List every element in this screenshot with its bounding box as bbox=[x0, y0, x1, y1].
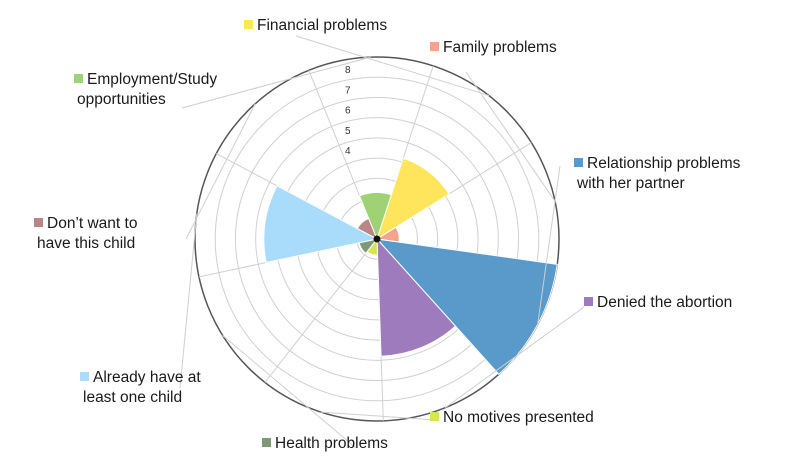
category-label: Already have at least one child bbox=[83, 369, 201, 406]
sector-layer bbox=[263, 157, 558, 375]
label-layer: Financial problems Family problems Relatio… bbox=[34, 17, 741, 452]
category-label-line: have this child bbox=[37, 235, 135, 252]
leader-line bbox=[444, 306, 585, 409]
category-label: Health problems bbox=[275, 435, 388, 452]
category-label-line: opportunities bbox=[77, 91, 166, 108]
r-tick-label: 4 bbox=[345, 146, 351, 157]
category-label: Denied the abortion bbox=[597, 294, 732, 311]
tick-layer: 4 5 6 7 8 bbox=[345, 65, 351, 157]
leader-line bbox=[465, 71, 556, 202]
category-label-line: least one child bbox=[83, 389, 182, 406]
grid-ring bbox=[234, 96, 520, 382]
legend-swatch bbox=[74, 74, 83, 83]
category-label: Don’t want to have this child bbox=[37, 215, 137, 252]
category-label: Relationship problems with her partner bbox=[576, 155, 741, 192]
category-label-line: Already have at bbox=[93, 369, 201, 386]
leader-layer bbox=[179, 35, 585, 449]
category-label-line: with her partner bbox=[576, 175, 685, 192]
category-label-line: Employment/Study bbox=[87, 71, 217, 88]
sector-employment-study-opportunities bbox=[358, 192, 393, 241]
category-label-line: Denied the abortion bbox=[597, 294, 732, 311]
r-tick-label: 7 bbox=[345, 85, 351, 96]
r-tick-label: 5 bbox=[345, 126, 351, 137]
legend-swatch bbox=[80, 372, 89, 381]
r-tick-label: 8 bbox=[345, 65, 351, 76]
leader-line bbox=[179, 213, 198, 389]
category-label-line: Family problems bbox=[443, 39, 557, 56]
legend-swatch bbox=[574, 158, 583, 167]
sector-financial-problems bbox=[376, 157, 450, 241]
category-label-line: No motives presented bbox=[443, 409, 594, 426]
grid-ring bbox=[255, 117, 499, 361]
leader-line bbox=[181, 56, 371, 109]
category-label: Employment/Study opportunities bbox=[77, 71, 217, 108]
category-label-line: Health problems bbox=[275, 435, 388, 452]
center-dot bbox=[373, 235, 381, 243]
legend-swatch bbox=[262, 438, 271, 447]
leader-line bbox=[222, 335, 357, 449]
legend-swatch bbox=[244, 20, 253, 29]
sector-already-have-at-least-one-child bbox=[263, 185, 379, 264]
grid-ring bbox=[214, 76, 540, 402]
category-label: No motives presented bbox=[443, 409, 594, 426]
category-label: Family problems bbox=[443, 39, 557, 56]
outer-ring bbox=[194, 56, 560, 422]
legend-swatch bbox=[584, 297, 593, 306]
r-tick-label: 6 bbox=[345, 106, 351, 117]
leader-line bbox=[185, 103, 256, 240]
category-label-line: Financial problems bbox=[257, 17, 387, 34]
legend-swatch bbox=[34, 218, 43, 227]
category-label-line: Don’t want to bbox=[47, 215, 137, 232]
legend-swatch bbox=[430, 412, 439, 421]
category-label-line: Relationship problems bbox=[587, 155, 741, 172]
category-label: Financial problems bbox=[257, 17, 387, 34]
grid-spoke bbox=[264, 238, 378, 383]
sector-denied-the-abortion bbox=[376, 237, 457, 357]
leader-line bbox=[295, 35, 490, 97]
legend-swatch bbox=[430, 42, 439, 51]
leader-line bbox=[320, 411, 437, 421]
leader-line bbox=[537, 165, 561, 325]
